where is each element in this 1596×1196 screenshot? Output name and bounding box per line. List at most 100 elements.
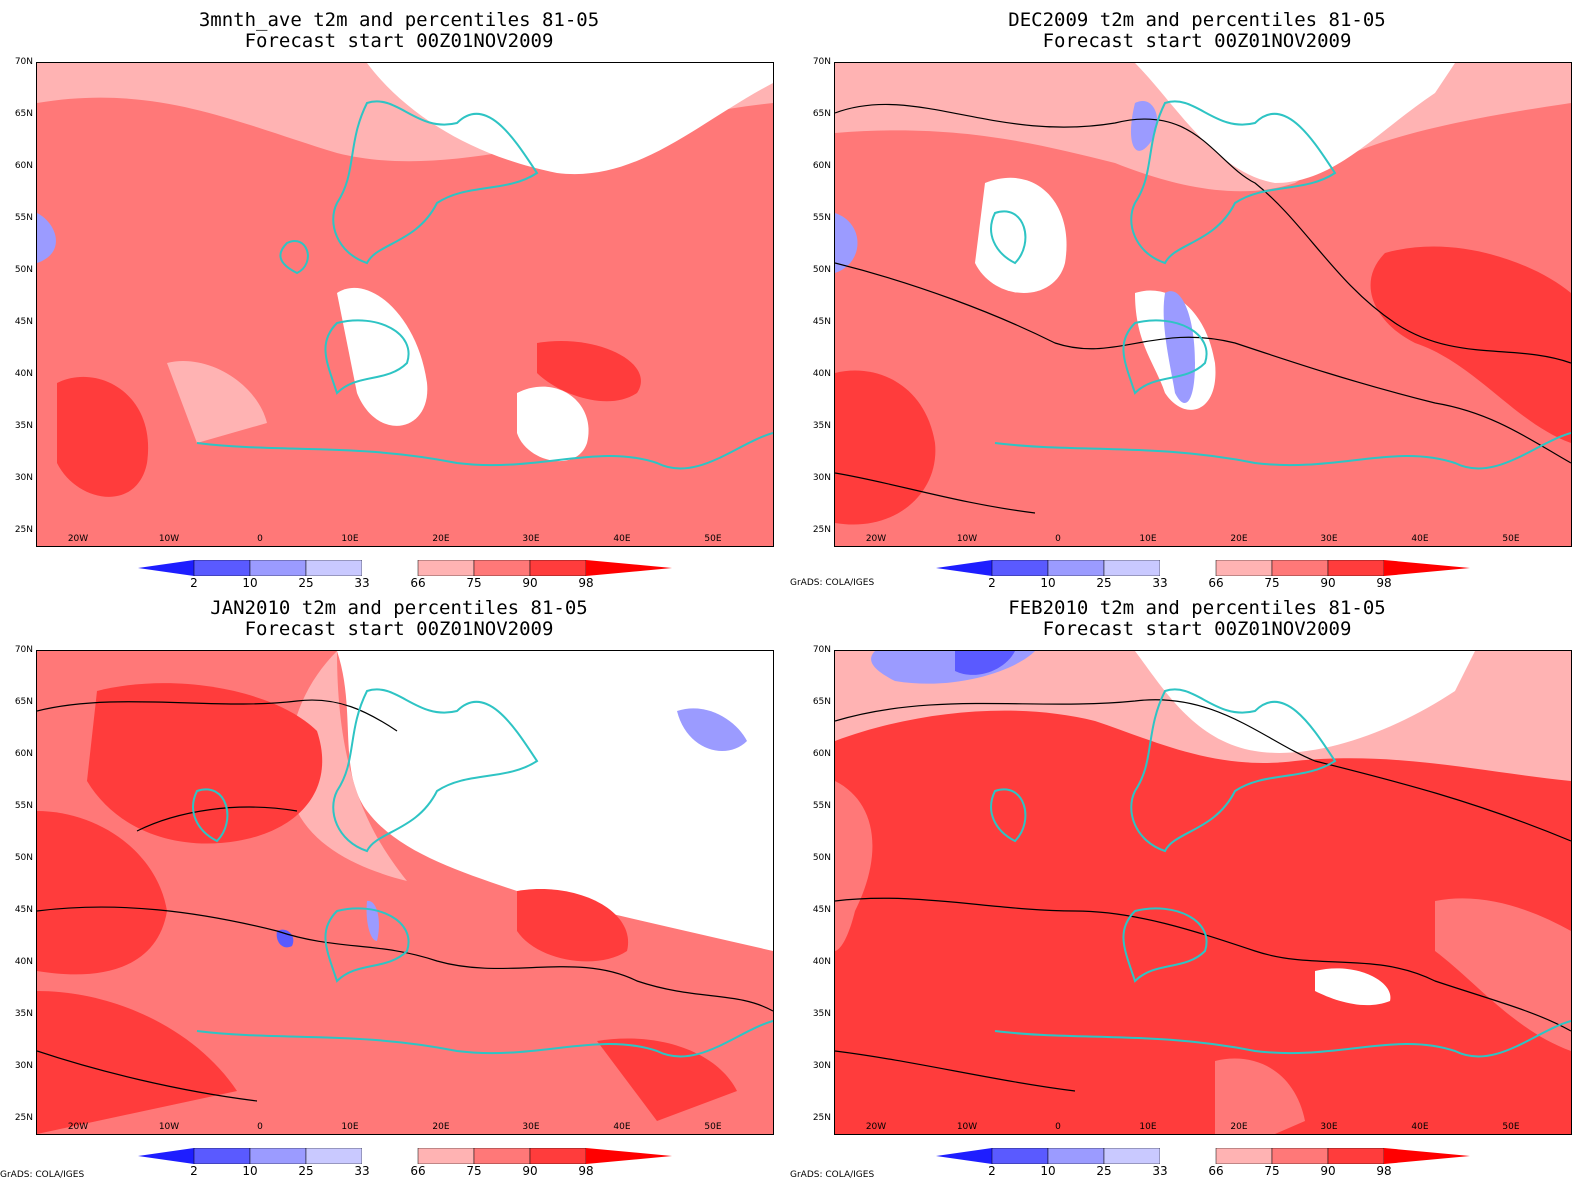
lat-label: 65N (812, 697, 831, 707)
lat-label: 70N (14, 57, 33, 67)
colorbar (138, 560, 672, 576)
lat-label: 30N (812, 473, 831, 483)
lat-label: 30N (14, 1061, 33, 1071)
grads-credit: GrADS: COLA/IGES (790, 578, 875, 588)
panel-subtitle: Forecast start 00Z01NOV2009 (1042, 30, 1352, 52)
lat-label: 45N (14, 317, 33, 327)
lon-label: 40E (1411, 534, 1429, 544)
lon-label: 10W (956, 534, 978, 544)
field-normal (337, 287, 428, 426)
colorbar-label: 90 (1320, 1164, 1336, 1178)
lon-label: 0 (1055, 1122, 1061, 1132)
lon-label: 50E (704, 534, 722, 544)
map-frame (36, 62, 774, 547)
map-canvas (835, 651, 1571, 1134)
lon-label: 40E (613, 534, 631, 544)
panel-title: JAN2010 t2m and percentiles 81-05 (210, 597, 588, 619)
colorbar-label: 75 (466, 576, 482, 590)
colorbar (138, 1148, 672, 1164)
colorbar-label: 10 (242, 1164, 258, 1178)
lat-label: 35N (14, 1009, 33, 1019)
colorbar-label: 10 (1040, 1164, 1056, 1178)
lon-label: 10E (1139, 1122, 1157, 1132)
panel-title: FEB2010 t2m and percentiles 81-05 (1008, 597, 1386, 619)
lat-label: 40N (812, 369, 831, 379)
lon-label: 50E (1502, 534, 1520, 544)
lat-label: 25N (14, 525, 33, 535)
lat-label: 45N (812, 317, 831, 327)
lat-label: 30N (14, 473, 33, 483)
colorbar-label: 25 (1096, 576, 1112, 590)
colorbar-label: 2 (190, 1164, 198, 1178)
lat-label: 50N (812, 265, 831, 275)
panel-title: DEC2009 t2m and percentiles 81-05 (1008, 9, 1386, 31)
lon-label: 50E (704, 1122, 722, 1132)
panel-subtitle: Forecast start 00Z01NOV2009 (244, 30, 554, 52)
field-normal (367, 63, 773, 175)
lat-label: 40N (14, 957, 33, 967)
colorbar-label: 90 (1320, 576, 1336, 590)
colorbar-label: 98 (1376, 576, 1392, 590)
colorbar-label: 98 (1376, 1164, 1392, 1178)
lon-label: 0 (257, 1122, 263, 1132)
lon-label: 20E (1230, 1122, 1248, 1132)
lon-label: 40E (1411, 1122, 1429, 1132)
colorbar-label: 66 (410, 1164, 426, 1178)
map-frame (36, 650, 774, 1135)
lat-label: 50N (14, 265, 33, 275)
colorbar-label: 25 (298, 1164, 314, 1178)
colorbar-label: 2 (190, 576, 198, 590)
lon-label: 20E (432, 1122, 450, 1132)
lon-label: 10E (341, 534, 359, 544)
lat-label: 35N (14, 421, 33, 431)
lat-label: 50N (812, 853, 831, 863)
colorbar-label: 33 (1152, 576, 1168, 590)
colorbar-label: 10 (1040, 576, 1056, 590)
panel-jan2010: JAN2010 t2m and percentiles 81-05 Foreca… (0, 588, 798, 1186)
map-frame (834, 62, 1572, 547)
lon-label: 30E (522, 534, 540, 544)
grads-credit: GrADS: COLA/IGES (0, 1170, 85, 1180)
lat-label: 25N (812, 1113, 831, 1123)
colorbar-label: 75 (466, 1164, 482, 1178)
lon-label: 30E (522, 1122, 540, 1132)
lat-label: 40N (812, 957, 831, 967)
panel-subtitle: Forecast start 00Z01NOV2009 (1042, 618, 1352, 640)
lat-label: 40N (14, 369, 33, 379)
colorbar-label: 98 (578, 1164, 594, 1178)
lon-label: 20W (865, 534, 887, 544)
lat-label: 70N (812, 57, 831, 67)
lat-label: 35N (812, 421, 831, 431)
colorbar-label: 75 (1264, 576, 1280, 590)
field-normal (517, 386, 589, 462)
colorbar-label: 25 (1096, 1164, 1112, 1178)
map-canvas (835, 63, 1571, 546)
lon-label: 10W (956, 1122, 978, 1132)
lon-label: 40E (613, 1122, 631, 1132)
colorbar-label: 2 (988, 576, 996, 590)
colorbar (936, 560, 1470, 576)
colorbar (936, 1148, 1470, 1164)
lat-label: 60N (812, 749, 831, 759)
lat-label: 60N (14, 161, 33, 171)
field-warmer (537, 341, 641, 402)
lon-label: 30E (1320, 1122, 1338, 1132)
lon-label: 0 (257, 534, 263, 544)
colorbar-label: 2 (988, 1164, 996, 1178)
panel-subtitle: Forecast start 00Z01NOV2009 (244, 618, 554, 640)
grads-credit: GrADS: COLA/IGES (790, 1170, 875, 1180)
map-canvas (37, 63, 773, 546)
colorbar-label: 98 (578, 576, 594, 590)
colorbar-label: 25 (298, 576, 314, 590)
lat-label: 65N (14, 109, 33, 119)
lon-label: 20W (67, 534, 89, 544)
lat-label: 55N (812, 213, 831, 223)
lat-label: 35N (812, 1009, 831, 1019)
lon-label: 20E (432, 534, 450, 544)
lat-label: 55N (14, 801, 33, 811)
colorbar-label: 33 (354, 1164, 370, 1178)
panel-dec2009: DEC2009 t2m and percentiles 81-05 Foreca… (790, 0, 1596, 598)
lon-label: 10E (341, 1122, 359, 1132)
lon-label: 0 (1055, 534, 1061, 544)
lat-label: 70N (812, 645, 831, 655)
